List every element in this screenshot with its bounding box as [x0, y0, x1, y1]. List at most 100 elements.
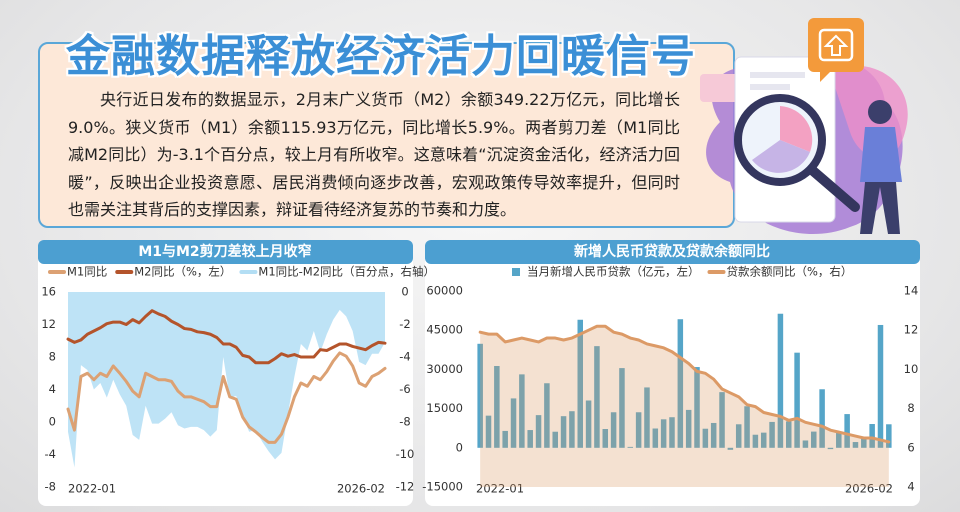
bar — [836, 432, 842, 448]
bar — [827, 447, 834, 450]
bar — [510, 398, 517, 448]
y-tick-label: 4 — [49, 382, 56, 396]
y-tick-label: 0 — [456, 440, 463, 454]
bar — [535, 415, 542, 448]
bar — [660, 419, 667, 448]
bar — [869, 424, 875, 448]
bar — [735, 424, 742, 448]
y2-tick-label: -12 — [396, 480, 415, 494]
y2-tick-label: 6 — [907, 440, 914, 454]
page-title: 金融数据释放经济活力回暖信号 — [66, 31, 696, 82]
bar — [777, 313, 784, 448]
bar — [719, 392, 725, 448]
bar — [852, 442, 859, 448]
bar — [560, 416, 567, 448]
bar — [785, 421, 792, 448]
legend-marker — [512, 268, 520, 276]
x-tick-label: 2022-01 — [476, 482, 524, 496]
bar — [727, 447, 734, 450]
bar — [577, 319, 584, 448]
icon-tail — [820, 72, 830, 82]
bar — [769, 421, 775, 448]
person-legs — [860, 182, 900, 234]
bar — [602, 429, 609, 448]
bar — [844, 414, 850, 448]
bar — [877, 324, 884, 448]
area — [480, 326, 889, 487]
legend-label: M1同比 — [67, 265, 107, 279]
bar — [819, 389, 825, 448]
y-tick-label: -4 — [45, 447, 56, 461]
icon-frame — [818, 28, 854, 62]
doc-line — [750, 84, 790, 90]
pie-slice — [780, 106, 813, 152]
bar — [669, 417, 675, 448]
bar — [627, 446, 634, 448]
line — [66, 309, 387, 365]
panel-header — [425, 240, 920, 264]
bar — [610, 412, 617, 448]
y2-tick-label: 8 — [907, 401, 914, 415]
y-tick-label: 30000 — [426, 362, 463, 376]
bar — [802, 440, 809, 448]
y2-tick-label: -4 — [399, 350, 410, 364]
bar — [527, 430, 533, 448]
person-body — [860, 127, 902, 182]
bar — [794, 352, 800, 448]
bar — [619, 368, 625, 448]
icon — [808, 18, 864, 72]
y2-tick-label: 14 — [904, 284, 919, 298]
bar — [694, 367, 700, 448]
panel-header — [38, 240, 413, 264]
person-head — [868, 100, 892, 124]
bar — [552, 431, 558, 448]
bar — [477, 343, 483, 448]
chart-title: 新增人民币贷款及贷款余额同比 — [574, 243, 770, 260]
bar — [861, 437, 867, 448]
bar — [519, 374, 525, 448]
y2-tick-label: -8 — [399, 415, 410, 429]
y-tick-label: 16 — [41, 285, 56, 299]
bar — [811, 431, 817, 448]
paragraph: 央行近日发布的数据显示，2月末广义货币（M2）余额349.22万亿元，同比增长9… — [68, 90, 680, 219]
y2-tick-label: 0 — [401, 285, 408, 299]
bar — [760, 432, 767, 448]
bar — [569, 411, 575, 448]
bar — [594, 346, 600, 448]
bar — [485, 415, 492, 448]
bar — [752, 434, 759, 448]
legend-label: M2同比（%，左） — [134, 265, 231, 279]
bar — [544, 383, 550, 448]
y-tick-label: -8 — [45, 480, 56, 494]
x-tick-label: 2022-01 — [68, 482, 116, 496]
y2-tick-label: -10 — [396, 447, 415, 461]
line — [66, 351, 387, 444]
y-tick-label: -15000 — [422, 480, 463, 494]
x-tick-label: 2026-02 — [845, 482, 893, 496]
bar — [685, 409, 692, 448]
illustration — [700, 18, 908, 235]
y-tick-label: 15000 — [426, 401, 463, 415]
legend-label: M1同比-M2同比（百分点，右轴） — [258, 265, 435, 279]
bar — [744, 406, 750, 448]
y2-tick-label: 10 — [904, 362, 919, 376]
bar — [502, 430, 508, 448]
line — [478, 324, 891, 444]
y-tick-label: 12 — [41, 317, 56, 331]
bar — [652, 428, 659, 448]
icon-arrow — [823, 34, 849, 56]
x-tick-label: 2026-02 — [337, 482, 385, 496]
bar — [710, 422, 717, 448]
chart-title: M1与M2剪刀差较上月收窄 — [138, 243, 311, 260]
y2-tick-label: 4 — [907, 480, 914, 494]
bar — [702, 428, 709, 448]
magnifier-handle — [807, 165, 860, 212]
y2-tick-label: 12 — [904, 323, 919, 337]
legend-label: 贷款余额同比（%，右） — [727, 265, 853, 279]
y2-tick-label: -6 — [399, 382, 410, 396]
legend-label: 当月新增人民币贷款（亿元，左） — [527, 265, 700, 279]
y-tick-label: 0 — [49, 415, 56, 429]
y2-tick-label: -2 — [399, 317, 410, 331]
text-box — [38, 42, 735, 228]
y-tick-label: 8 — [49, 350, 56, 364]
